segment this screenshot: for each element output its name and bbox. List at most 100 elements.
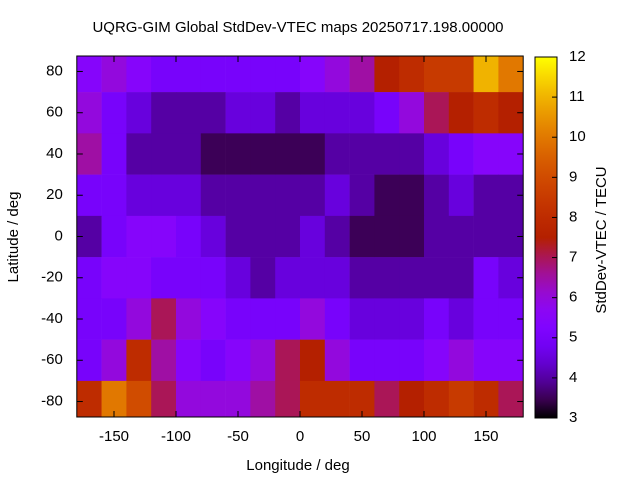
heatmap-cell: [250, 215, 276, 258]
heatmap-cell: [101, 174, 127, 217]
colorbar-tick-label: 6: [569, 289, 577, 306]
heatmap-cell: [176, 92, 202, 134]
heatmap-cell: [250, 92, 276, 134]
heatmap-cell: [225, 174, 251, 217]
heatmap-cell: [151, 56, 177, 93]
heatmap-cell: [275, 56, 301, 93]
heatmap-cell: [176, 174, 202, 217]
heatmap-cell: [101, 298, 127, 340]
heatmap-cell: [176, 298, 202, 340]
heatmap-cell: [399, 380, 425, 418]
heatmap-cell: [275, 257, 301, 299]
heatmap-cell: [324, 215, 350, 258]
colorbar-tick-label: 7: [569, 249, 577, 266]
x-tick-label: 150: [473, 428, 498, 445]
y-tick-label: -40: [41, 310, 63, 327]
heatmap-cell: [200, 174, 226, 217]
heatmap-cell: [349, 215, 375, 258]
heatmap-cell: [473, 215, 499, 258]
heatmap-cell: [424, 174, 450, 217]
heatmap-cell: [275, 92, 301, 134]
colorbar-tick-label: 8: [569, 208, 577, 225]
heatmap-cell: [176, 339, 202, 382]
heatmap-cell: [448, 339, 474, 382]
heatmap-cell: [250, 298, 276, 340]
heatmap-cell: [349, 174, 375, 217]
heatmap-cell: [200, 298, 226, 340]
heatmap-cell: [448, 298, 474, 340]
heatmap-cell: [300, 56, 326, 93]
heatmap-cell: [300, 133, 326, 175]
heatmap-cell: [176, 380, 202, 418]
y-tick-label: -20: [41, 269, 63, 286]
heatmap-cell: [225, 215, 251, 258]
heatmap-cell: [275, 380, 301, 418]
heatmap-cell: [324, 339, 350, 382]
heatmap-cell: [225, 133, 251, 175]
heatmap-cell: [225, 257, 251, 299]
heatmap-cell: [399, 339, 425, 382]
heatmap-cell: [473, 339, 499, 382]
heatmap-cell: [151, 257, 177, 299]
heatmap-cell: [250, 339, 276, 382]
heatmap-cell: [374, 380, 400, 418]
heatmap-cell: [424, 133, 450, 175]
y-tick-label: -60: [41, 351, 63, 368]
heatmap-cell: [275, 215, 301, 258]
heatmap-cell: [176, 133, 202, 175]
heatmap-cell: [424, 339, 450, 382]
y-tick-label: 20: [46, 186, 63, 203]
heatmap-cell: [324, 92, 350, 134]
heatmap-cell: [225, 92, 251, 134]
heatmap-cell: [250, 257, 276, 299]
y-axis-label: Latitude / deg: [5, 192, 22, 283]
x-tick-label: 50: [354, 428, 371, 445]
heatmap-cell: [250, 133, 276, 175]
heatmap-cell: [200, 133, 226, 175]
heatmap-cell: [126, 298, 152, 340]
heatmap-cell: [473, 174, 499, 217]
heatmap-cell: [225, 298, 251, 340]
heatmap-cell: [126, 92, 152, 134]
heatmap-cell: [101, 56, 127, 93]
heatmap-cell: [424, 257, 450, 299]
x-tick-label: -50: [227, 428, 249, 445]
heatmap-cell: [151, 174, 177, 217]
heatmap-cell: [151, 133, 177, 175]
heatmap-cell: [176, 56, 202, 93]
heatmap-cell: [448, 174, 474, 217]
colorbar-tick-label: 4: [569, 369, 577, 386]
heatmap-cell: [498, 380, 524, 418]
heatmap-cell: [225, 56, 251, 93]
heatmap-cell: [448, 215, 474, 258]
colorbar-tick-label: 11: [569, 88, 585, 105]
x-axis-label: Longitude / deg: [246, 457, 349, 474]
heatmap-cell: [126, 174, 152, 217]
y-tick-label: 0: [54, 227, 62, 244]
heatmap-cell: [324, 56, 350, 93]
heatmap-cell: [200, 56, 226, 93]
heatmap-cell: [374, 133, 400, 175]
heatmap-cell: [151, 298, 177, 340]
heatmap-cell: [76, 380, 102, 418]
heatmap-cell: [250, 56, 276, 93]
heatmap-cell: [448, 56, 474, 93]
heatmap-cell: [374, 339, 400, 382]
heatmap-cell: [200, 380, 226, 418]
heatmap-cell: [424, 92, 450, 134]
colorbar-label: StdDev-VTEC / TECU: [593, 166, 610, 313]
heatmap-cell: [300, 257, 326, 299]
heatmap-cell: [101, 92, 127, 134]
heatmap-cell: [349, 92, 375, 134]
heatmap-cell: [374, 92, 400, 134]
heatmap-cell: [275, 298, 301, 340]
heatmap-cell: [424, 298, 450, 340]
heatmap-cell: [374, 174, 400, 217]
y-tick-label: -80: [41, 392, 63, 409]
heatmap-cell: [349, 133, 375, 175]
heatmap-cell: [151, 339, 177, 382]
colorbar-tick-label: 3: [569, 409, 577, 426]
heatmap-cell: [200, 339, 226, 382]
heatmap-cell: [101, 215, 127, 258]
heatmap-cell: [324, 133, 350, 175]
